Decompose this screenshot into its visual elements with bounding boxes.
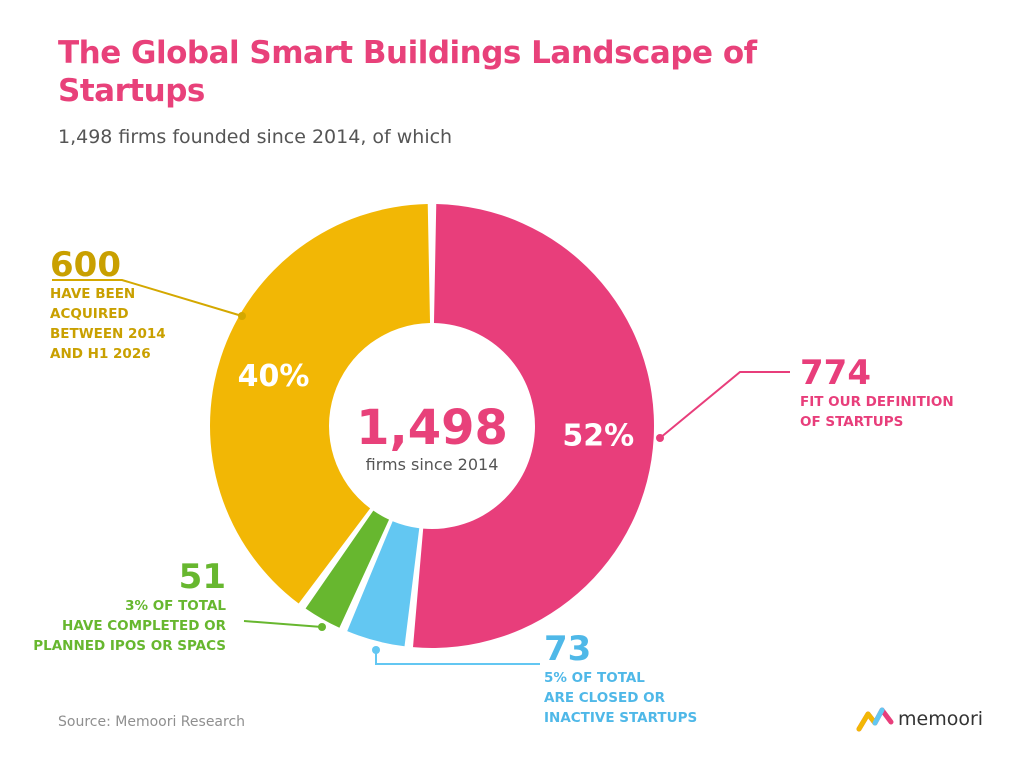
donut-hole — [330, 324, 534, 528]
callout-closed-line2: ARE CLOSED OR — [544, 690, 665, 706]
leader-dot-ipos — [318, 623, 326, 631]
callout-closed-line3: INACTIVE STARTUPS — [544, 710, 698, 726]
callout-acquired-line3: BETWEEN 2014 — [50, 326, 166, 342]
callout-closed: 73 5% OF TOTAL ARE CLOSED OR INACTIVE ST… — [544, 630, 697, 728]
callout-ipos-line3: PLANNED IPOS OR SPACS — [33, 638, 226, 654]
center-caption: firms since 2014 — [366, 455, 499, 474]
donut-slice-2 — [305, 510, 390, 628]
memoori-logo-icon — [856, 707, 894, 732]
donut-slice-1 — [347, 521, 420, 647]
callout-ipos-value: 51 — [178, 557, 226, 597]
memoori-logo-text: memoori — [898, 708, 984, 730]
leader-dot-startups — [656, 434, 664, 442]
leader-line-closed — [375, 650, 540, 665]
callout-ipos-line2: HAVE COMPLETED OR — [62, 618, 226, 634]
callout-acquired-value: 600 — [50, 245, 121, 285]
leader-line-ipos — [243, 620, 323, 628]
donut-slice-0 — [413, 204, 655, 649]
callout-closed-value: 73 — [544, 629, 592, 669]
center-total: 1,498 — [356, 400, 508, 456]
callout-acquired-line2: ACQUIRED — [50, 306, 129, 322]
leader-line-startups — [659, 371, 790, 439]
callout-acquired-line1: HAVE BEEN — [50, 286, 136, 302]
callout-ipos: 51 3% OF TOTAL HAVE COMPLETED OR PLANNED… — [4, 558, 226, 656]
callout-ipos-line1: 3% OF TOTAL — [125, 598, 226, 614]
chart-title: The Global Smart Buildings Landscape of … — [58, 35, 757, 109]
slice-label-3: 40% — [238, 359, 310, 394]
chart-subtitle: 1,498 firms founded since 2014, of which — [58, 126, 453, 148]
callout-startups-value: 774 — [800, 353, 871, 393]
memoori-logo: memoori — [856, 704, 983, 734]
callout-acquired: 600 HAVE BEEN ACQUIRED BETWEEN 2014 AND … — [50, 246, 166, 364]
callout-startups: 774 FIT OUR DEFINITION OF STARTUPS — [800, 354, 954, 432]
callout-startups-line2: OF STARTUPS — [800, 414, 904, 430]
callout-closed-line1: 5% OF TOTAL — [544, 670, 645, 686]
callout-startups-line1: FIT OUR DEFINITION — [800, 394, 954, 410]
slice-label-0: 52% — [562, 419, 634, 454]
source-note: Source: Memoori Research — [58, 714, 246, 730]
callout-acquired-line4: AND H1 2026 — [50, 346, 151, 362]
leader-dot-acquired — [238, 312, 246, 320]
leader-line-acquired — [52, 279, 243, 317]
donut-slice-3 — [210, 204, 431, 604]
leader-dot-closed — [372, 646, 380, 654]
